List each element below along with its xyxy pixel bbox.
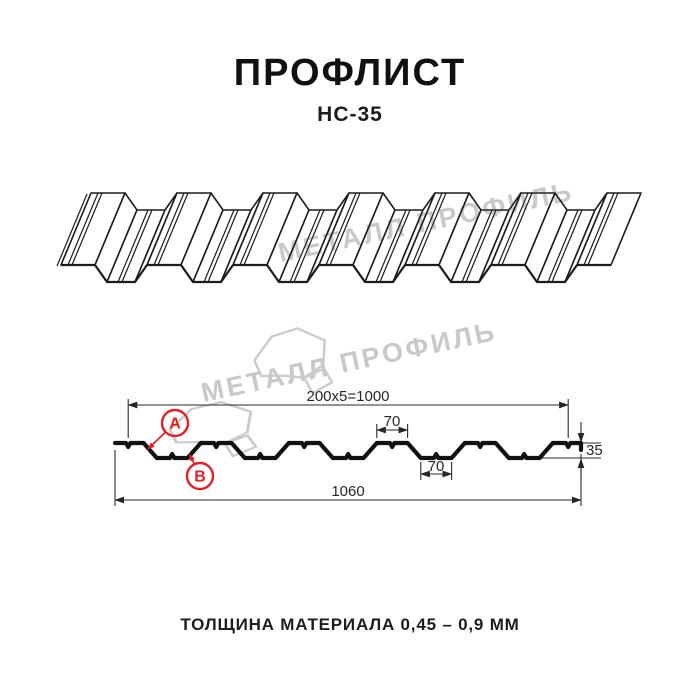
marker-a: A xyxy=(147,408,190,450)
metal-profil-logo-watermark xyxy=(253,327,334,395)
profile-model-label: НС-35 xyxy=(317,103,383,126)
cross-section-profile-line xyxy=(112,440,584,461)
dim-module: 200x5=1000 xyxy=(127,388,569,438)
marker-a-arrow xyxy=(147,442,155,450)
marker-b-letter: B xyxy=(194,469,206,486)
material-thickness-note: ТОЛЩИНА МАТЕРИАЛА 0,45 – 0,9 ММ xyxy=(180,615,520,634)
marker-a-circle xyxy=(160,408,190,438)
dim-total-width-label: 1060 xyxy=(331,483,364,500)
page-title: ПРОФЛИСТ xyxy=(233,52,467,94)
marker-b: B xyxy=(185,453,215,491)
marker-b-circle xyxy=(185,461,215,491)
dim-valley-width-label: 70 xyxy=(428,458,445,475)
profile-cross-section: 200x5=1000 70 70 1060 xyxy=(112,388,603,506)
dim-module-label: 200x5=1000 xyxy=(307,388,390,405)
profile-3d-drawing xyxy=(56,192,642,284)
dim-height: 35 xyxy=(535,422,603,479)
dim-valley-width: 70 xyxy=(420,458,453,480)
dim-crest-width-label: 70 xyxy=(384,413,401,430)
dim-crest-width: 70 xyxy=(376,413,409,438)
marker-a-letter: A xyxy=(169,416,181,433)
marker-b-arrow xyxy=(189,453,195,462)
dim-height-label: 35 xyxy=(586,442,603,459)
